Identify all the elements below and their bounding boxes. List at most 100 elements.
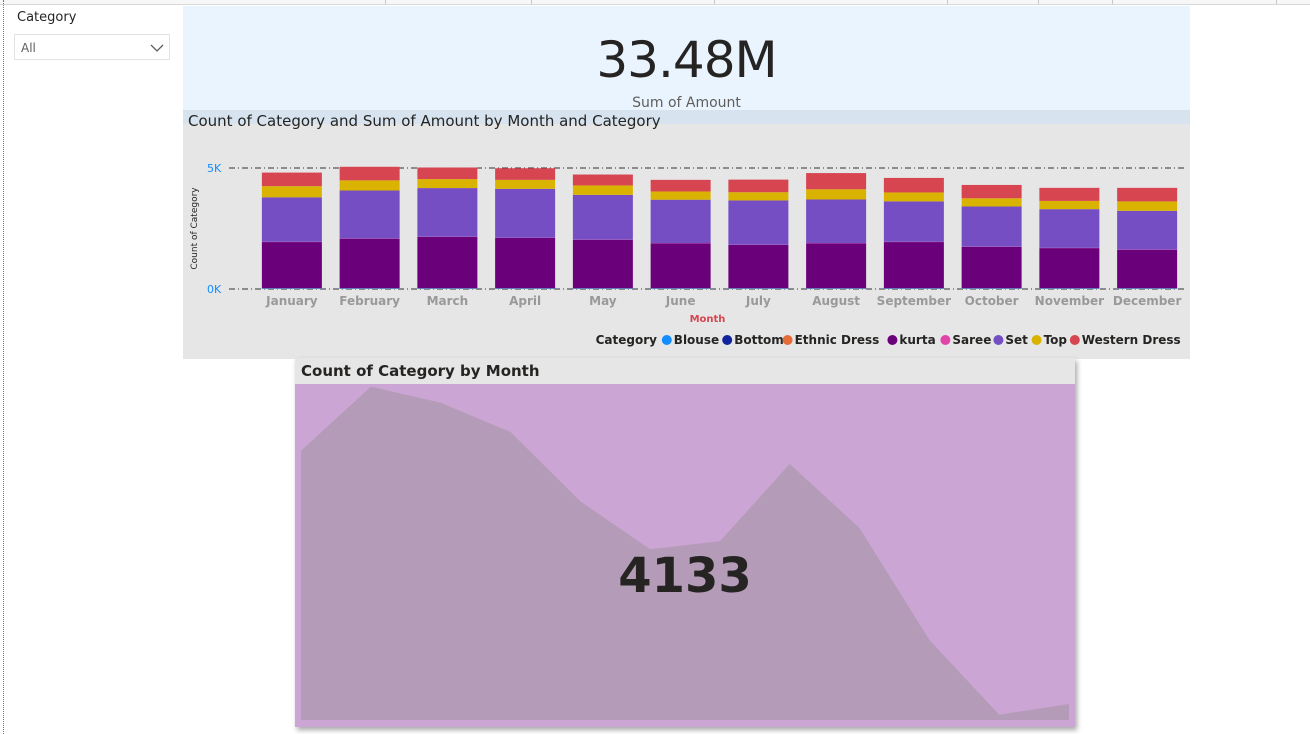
bar-segment[interactable]	[417, 167, 478, 180]
bar-segment[interactable]	[495, 237, 556, 289]
legend-item[interactable]: kurta	[899, 333, 935, 347]
area-series[interactable]	[301, 386, 1069, 720]
bar-segment[interactable]	[883, 177, 944, 193]
x-tick-label: March	[427, 294, 469, 308]
bar-segment[interactable]	[1039, 200, 1100, 210]
bar-segment[interactable]	[417, 236, 478, 289]
bar-segment[interactable]	[728, 200, 789, 245]
x-tick-label: June	[665, 294, 696, 308]
dropdown-selected-value: All	[21, 41, 36, 55]
legend-marker	[782, 335, 793, 345]
stacked-chart-svg: 5K 0K Count of Category January February Marc…	[190, 162, 1186, 347]
bar-segment[interactable]	[495, 188, 556, 238]
bar-segment[interactable]	[1117, 187, 1178, 202]
legend-item[interactable]: Blouse	[674, 333, 719, 347]
legend-item[interactable]: Bottom	[734, 333, 784, 347]
bar-segment[interactable]	[961, 206, 1022, 247]
bar-segment[interactable]	[883, 242, 944, 289]
bar-segment[interactable]	[1117, 210, 1178, 250]
x-tick-label: April	[509, 294, 541, 308]
bar-segment[interactable]	[961, 246, 1022, 289]
bar-segment[interactable]	[1039, 187, 1100, 201]
bar-segment[interactable]	[495, 168, 556, 180]
bar-segment[interactable]	[417, 188, 478, 237]
area-chart[interactable]: Count of Category by Month 4133	[295, 358, 1075, 727]
card-label: Sum of Amount	[632, 95, 741, 111]
x-tick-label: October	[965, 294, 1019, 308]
x-tick-label: May	[589, 294, 617, 308]
area-chart-title: Count of Category by Month	[301, 362, 540, 380]
x-tick-label: January	[265, 294, 318, 308]
chevron-down-icon	[150, 44, 164, 52]
bar-segment[interactable]	[1039, 209, 1100, 248]
page-left-border	[3, 0, 4, 734]
bar-segment[interactable]	[806, 189, 867, 200]
area-chart-svg	[301, 386, 1069, 720]
x-tick-label: February	[339, 294, 400, 308]
bar-segment[interactable]	[806, 199, 867, 244]
legend-item[interactable]: Ethnic Dress	[795, 333, 880, 347]
legend-marker	[993, 335, 1004, 345]
bar-segment[interactable]	[728, 192, 789, 201]
x-tick-label: July	[745, 294, 771, 308]
x-tick-label: September	[877, 294, 951, 308]
legend-marker	[1031, 335, 1042, 345]
area-chart-summary-value: 4133	[618, 548, 752, 604]
bar-segment[interactable]	[261, 186, 322, 198]
bar-segment[interactable]	[650, 199, 711, 244]
bar-segment[interactable]	[650, 179, 711, 192]
bar-segment[interactable]	[1117, 201, 1178, 211]
bar-segment[interactable]	[572, 194, 633, 240]
bar-segment[interactable]	[261, 172, 322, 187]
chart-title-bar	[183, 110, 1190, 124]
y-axis-label: Count of Category	[190, 187, 200, 270]
bar-segment[interactable]	[495, 179, 556, 189]
sum-of-amount-card[interactable]: 33.48M Sum of Amount	[183, 6, 1190, 111]
bar-segment[interactable]	[650, 191, 711, 200]
y-tick-label: 0K	[207, 283, 222, 296]
x-tick-label: November	[1035, 294, 1104, 308]
bar-segment[interactable]	[572, 239, 633, 289]
bar-segment[interactable]	[728, 179, 789, 193]
bar-segment[interactable]	[961, 198, 1022, 207]
x-axis-label: Month	[690, 314, 726, 325]
bar-segment[interactable]	[417, 179, 478, 189]
bar-segment[interactable]	[883, 201, 944, 242]
y-tick-label: 5K	[207, 162, 222, 175]
legend-marker	[661, 335, 672, 345]
bar-segment[interactable]	[339, 190, 400, 239]
bar-segment[interactable]	[806, 243, 867, 289]
bar-segment[interactable]	[650, 243, 711, 289]
category-dropdown[interactable]: All	[14, 34, 170, 60]
legend-marker	[887, 335, 898, 345]
bar-segment[interactable]	[261, 242, 322, 289]
bar-segment[interactable]	[339, 180, 400, 191]
legend-marker	[1069, 335, 1080, 345]
stacked-column-chart[interactable]: 5K 0K Count of Category January February Marc…	[183, 110, 1190, 359]
legend-item[interactable]: Western Dress	[1082, 333, 1181, 347]
bar-segment[interactable]	[1117, 249, 1178, 289]
area-chart-plot: 4133	[295, 384, 1075, 727]
bar-segment[interactable]	[728, 244, 789, 289]
bar-segment[interactable]	[806, 173, 867, 190]
slicer-title: Category	[17, 10, 77, 25]
bar-segment[interactable]	[339, 238, 400, 289]
legend-title: Category	[596, 333, 658, 347]
top-tab-strip	[0, 0, 1310, 5]
legend-item[interactable]: Set	[1005, 333, 1028, 347]
bar-segment[interactable]	[1039, 248, 1100, 289]
x-tick-label: December	[1113, 294, 1182, 308]
bar-segment[interactable]	[572, 185, 633, 195]
card-value: 33.48M	[596, 31, 777, 89]
legend-marker	[722, 335, 733, 345]
bar-segment[interactable]	[572, 174, 633, 186]
bar-segment[interactable]	[883, 192, 944, 202]
legend-item[interactable]: Top	[1044, 333, 1068, 347]
legend-marker	[940, 335, 951, 345]
x-tick-label: August	[812, 294, 860, 308]
bar-segment[interactable]	[339, 166, 400, 181]
stacked-chart-title: Count of Category and Sum of Amount by M…	[188, 112, 661, 130]
bar-segment[interactable]	[261, 197, 322, 242]
legend-item[interactable]: Saree	[952, 333, 991, 347]
bar-segment[interactable]	[961, 184, 1022, 199]
